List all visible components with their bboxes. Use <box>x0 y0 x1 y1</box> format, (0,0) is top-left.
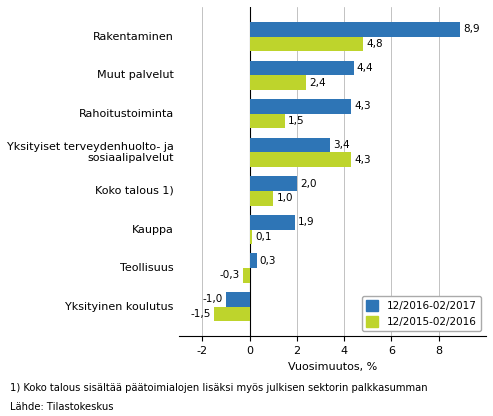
Bar <box>249 176 297 191</box>
Text: 1,9: 1,9 <box>298 217 314 227</box>
Text: 2,4: 2,4 <box>310 77 326 87</box>
Text: 1) Koko talous sisältää päätoimialojen lisäksi myös julkisen sektorin palkkasumm: 1) Koko talous sisältää päätoimialojen l… <box>10 383 427 393</box>
Bar <box>249 37 363 51</box>
Text: 4,3: 4,3 <box>354 155 371 165</box>
Text: 4,4: 4,4 <box>357 63 373 73</box>
Text: 1,0: 1,0 <box>277 193 293 203</box>
Text: Lähde: Tilastokeskus: Lähde: Tilastokeskus <box>10 402 113 412</box>
Text: 4,8: 4,8 <box>366 39 383 49</box>
Text: 2,0: 2,0 <box>300 178 317 188</box>
Bar <box>249 114 285 129</box>
Bar <box>249 99 352 114</box>
Bar <box>249 215 294 230</box>
Bar <box>249 138 330 152</box>
Bar <box>249 22 460 37</box>
Text: 0,1: 0,1 <box>255 232 272 242</box>
Text: 1,5: 1,5 <box>288 116 305 126</box>
Bar <box>249 253 257 268</box>
Bar <box>243 268 249 283</box>
Bar <box>249 230 252 244</box>
Bar <box>249 191 273 206</box>
Text: 3,4: 3,4 <box>333 140 350 150</box>
Text: -1,5: -1,5 <box>191 309 211 319</box>
Bar <box>214 307 249 322</box>
Text: -0,3: -0,3 <box>219 270 240 280</box>
Bar <box>249 152 352 167</box>
X-axis label: Vuosimuutos, %: Vuosimuutos, % <box>288 362 377 371</box>
Legend: 12/2016-02/2017, 12/2015-02/2016: 12/2016-02/2017, 12/2015-02/2016 <box>362 296 481 331</box>
Text: 4,3: 4,3 <box>354 102 371 111</box>
Bar <box>226 292 249 307</box>
Bar <box>249 60 353 75</box>
Bar <box>249 75 306 90</box>
Text: -1,0: -1,0 <box>203 295 223 305</box>
Text: 8,9: 8,9 <box>463 24 480 34</box>
Text: 0,3: 0,3 <box>260 256 276 266</box>
